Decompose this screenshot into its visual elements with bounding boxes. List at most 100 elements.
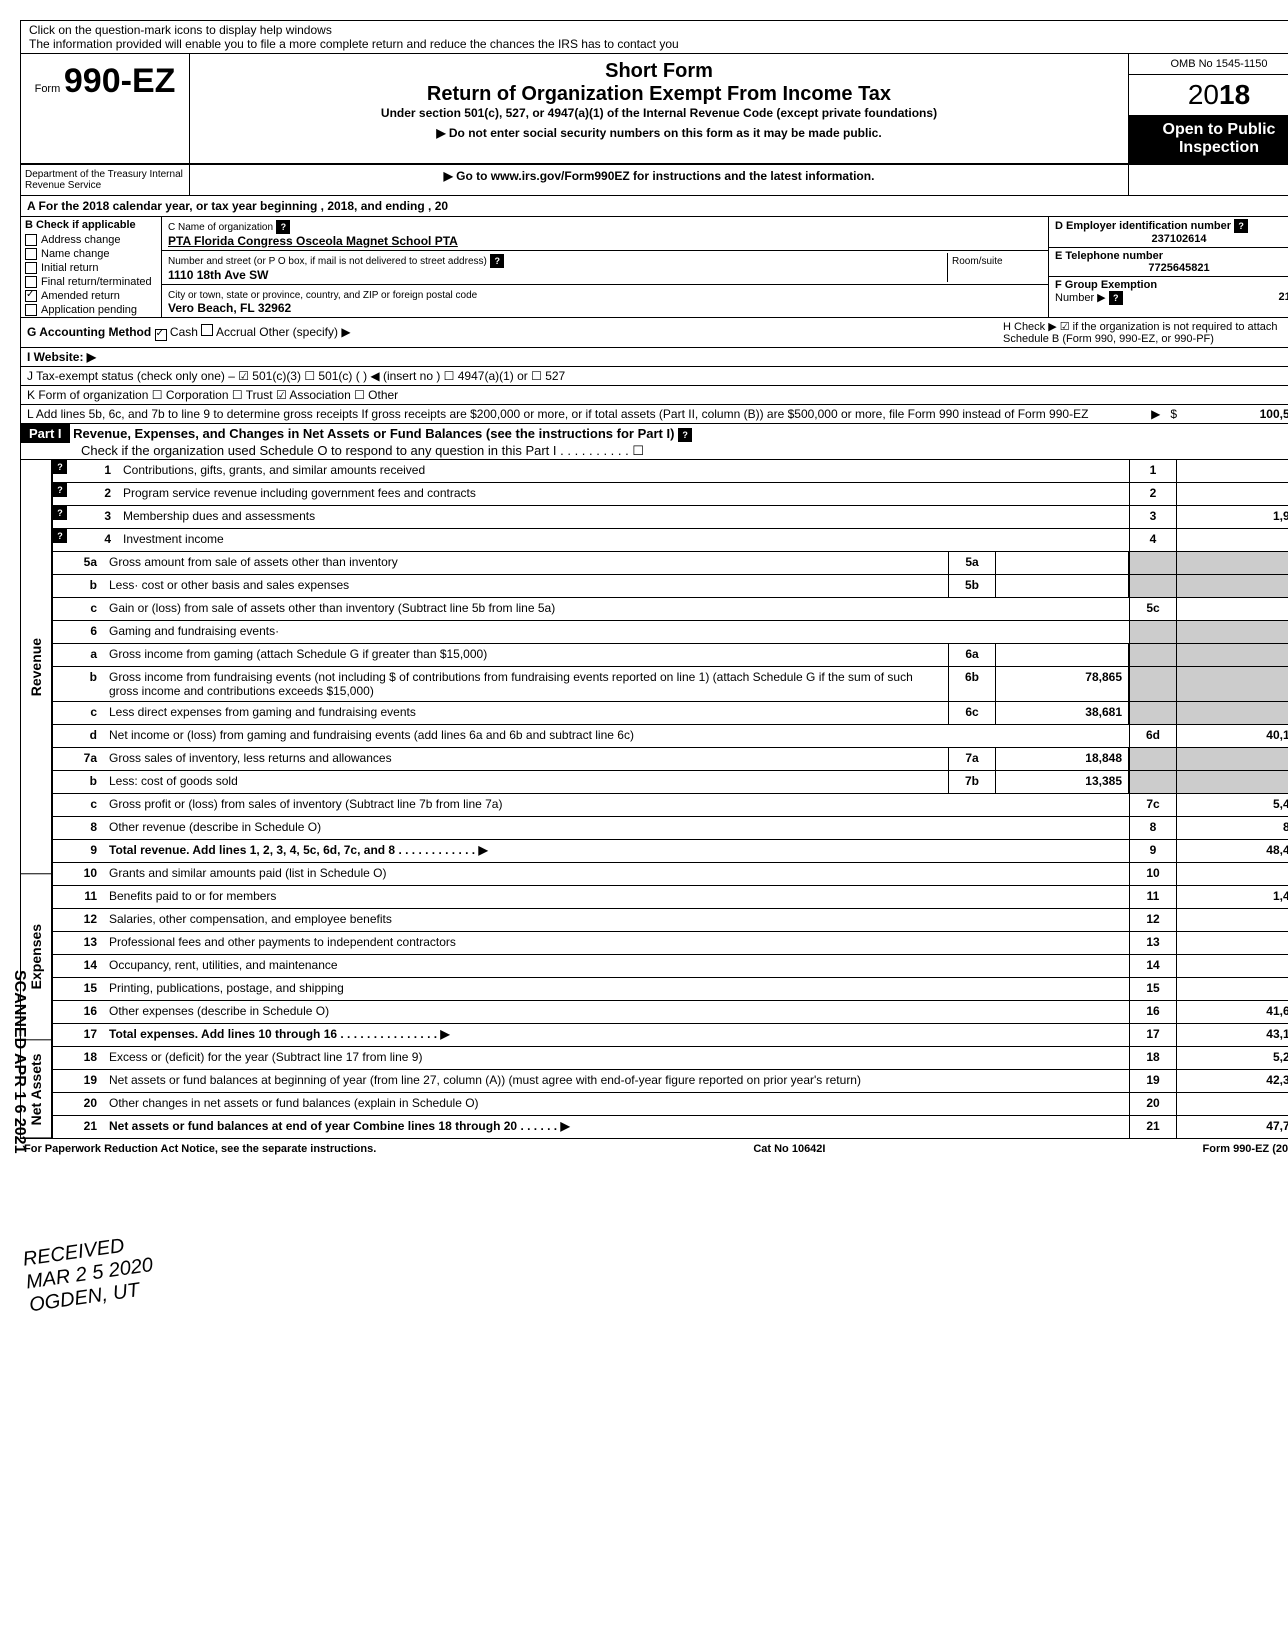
ld: Grants and similar amounts paid (list in… — [105, 863, 1129, 885]
ln: 21 — [53, 1116, 105, 1138]
ld: Net income or (loss) from gaming and fun… — [105, 725, 1129, 747]
chk-application-pending[interactable] — [25, 304, 37, 316]
chk-initial-return[interactable] — [25, 262, 37, 274]
lbl-accrual: Accrual — [216, 325, 256, 339]
omb-number: OMB No 1545-1150 — [1129, 54, 1288, 75]
en: 5c — [1129, 598, 1177, 620]
ld: Net assets or fund balances at beginning… — [105, 1070, 1129, 1092]
en: 7c — [1129, 794, 1177, 816]
right-header: OMB No 1545-1150 2018 Open to Public Ins… — [1129, 54, 1288, 163]
chk-amended-return[interactable] — [25, 290, 37, 302]
amt-5c — [1177, 598, 1288, 620]
ld: Total expenses. Add lines 10 through 16 … — [105, 1024, 1129, 1046]
en: 13 — [1129, 932, 1177, 954]
amt-13 — [1177, 932, 1288, 954]
ln: 3 — [67, 506, 119, 528]
en: 9 — [1129, 840, 1177, 862]
amt-11: 1,478 — [1177, 886, 1288, 908]
top-note-1: Click on the question-mark icons to disp… — [29, 23, 332, 37]
lbl-address-change: Address change — [41, 234, 121, 246]
chk-address-change[interactable] — [25, 234, 37, 246]
en: 14 — [1129, 955, 1177, 977]
ld: Benefits paid to or for members — [105, 886, 1129, 908]
ld: Gaming and fundraising events· — [105, 621, 1129, 643]
ln: 2 — [67, 483, 119, 505]
chk-cash[interactable] — [155, 329, 167, 341]
line-h: H Check ▶ ☑ if the organization is not r… — [1003, 320, 1288, 345]
col-b-checkboxes: B Check if applicable Address change Nam… — [21, 217, 162, 317]
amt-15 — [1177, 978, 1288, 1000]
en: 10 — [1129, 863, 1177, 885]
ln: 13 — [53, 932, 105, 954]
help-icon[interactable]: ? — [678, 428, 692, 442]
col-b-header: B Check if applicable — [21, 217, 161, 233]
lbl-name-change: Name change — [41, 248, 110, 260]
ln: 5a — [53, 552, 105, 574]
chk-accrual[interactable] — [201, 324, 213, 336]
help-icon[interactable]: ? — [53, 506, 67, 520]
amt-6d: 40,184 — [1177, 725, 1288, 747]
amt-4 — [1177, 529, 1288, 551]
tel-value: 7725645821 — [1055, 262, 1288, 274]
ln: 15 — [53, 978, 105, 1000]
ld: Other expenses (describe in Schedule O) — [105, 1001, 1129, 1023]
ld: Investment income — [119, 529, 1129, 551]
ln: 7a — [53, 748, 105, 770]
amt-1 — [1177, 460, 1288, 482]
amt-17: 43,173 — [1177, 1024, 1288, 1046]
ein-label: D Employer identification number — [1055, 220, 1231, 232]
help-icon[interactable]: ? — [53, 529, 67, 543]
ld: Gross amount from sale of assets other t… — [105, 552, 948, 574]
en: 16 — [1129, 1001, 1177, 1023]
chk-name-change[interactable] — [25, 248, 37, 260]
amt-18: 5,277 — [1177, 1047, 1288, 1069]
en: 18 — [1129, 1047, 1177, 1069]
en: 3 — [1129, 506, 1177, 528]
en: 15 — [1129, 978, 1177, 1000]
ld: Salaries, other compensation, and employ… — [105, 909, 1129, 931]
ln: c — [53, 794, 105, 816]
en: 6d — [1129, 725, 1177, 747]
ln: 11 — [53, 886, 105, 908]
side-revenue: Revenue — [21, 460, 51, 874]
mn: 5a — [948, 552, 996, 574]
note-ssn: ▶ Do not enter social security numbers o… — [196, 126, 1122, 140]
ld: Gross profit or (loss) from sales of inv… — [105, 794, 1129, 816]
ln: 16 — [53, 1001, 105, 1023]
help-icon[interactable]: ? — [53, 483, 67, 497]
ln: 8 — [53, 817, 105, 839]
ld: Gain or (loss) from sale of assets other… — [105, 598, 1129, 620]
help-icon[interactable]: ? — [490, 254, 504, 268]
help-icon[interactable]: ? — [53, 460, 67, 474]
amt-12 — [1177, 909, 1288, 931]
amt-6b: 78,865 — [996, 667, 1129, 701]
amt-7c: 5,463 — [1177, 794, 1288, 816]
mn: 7a — [948, 748, 996, 770]
chk-final-return[interactable] — [25, 276, 37, 288]
footer-left: For Paperwork Reduction Act Notice, see … — [24, 1143, 376, 1155]
mn: 6c — [948, 702, 996, 724]
form-id: Form 990-EZ — [21, 54, 190, 163]
top-note-2: The information provided will enable you… — [29, 37, 679, 51]
grp-label: F Group Exemption — [1055, 279, 1157, 291]
ld: Contributions, gifts, grants, and simila… — [119, 460, 1129, 482]
addr-label: Number and street (or P O box, if mail i… — [168, 256, 487, 267]
part-i-title: Revenue, Expenses, and Changes in Net As… — [73, 426, 674, 441]
ln: d — [53, 725, 105, 747]
lbl-application-pending: Application pending — [41, 304, 137, 316]
col-d-numbers: D Employer identification number ? 23710… — [1049, 217, 1288, 317]
ln: 17 — [53, 1024, 105, 1046]
help-icon[interactable]: ? — [1109, 291, 1123, 305]
ld: Total revenue. Add lines 1, 2, 3, 4, 5c,… — [105, 840, 1129, 862]
mn: 5b — [948, 575, 996, 597]
help-icon[interactable]: ? — [276, 220, 290, 234]
subtitle: Under section 501(c), 527, or 4947(a)(1)… — [196, 106, 1122, 120]
help-icon[interactable]: ? — [1234, 219, 1248, 233]
ln: b — [53, 771, 105, 793]
line-j-taxexempt: J Tax-exempt status (check only one) – ☑… — [27, 369, 565, 383]
ln: b — [53, 575, 105, 597]
ln: a — [53, 644, 105, 666]
line-i-website: I Website: ▶ — [27, 350, 96, 364]
mn: 6b — [948, 667, 996, 701]
year-prefix: 20 — [1188, 79, 1219, 110]
